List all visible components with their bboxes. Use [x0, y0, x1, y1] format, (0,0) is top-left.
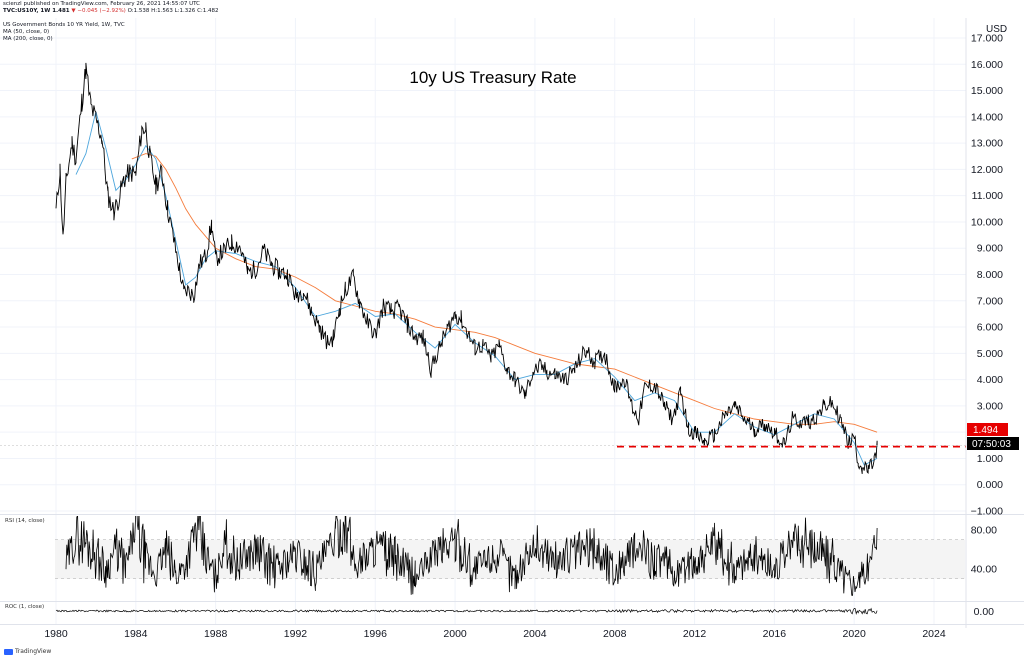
- x-tick-label: 2008: [603, 628, 627, 640]
- rsi-tick-label: 80.00: [971, 525, 997, 537]
- roc-tick-label: 0.00: [974, 606, 995, 618]
- y-tick-label: 5.000: [977, 348, 1003, 360]
- x-tick-label: 1980: [44, 628, 68, 640]
- roc-axis: 0.00: [974, 606, 995, 618]
- x-tick-label: 1984: [124, 628, 148, 640]
- tradingview-logo-icon: [4, 648, 13, 655]
- y-tick-label: 4.000: [977, 374, 1003, 386]
- y-tick-label: 6.000: [977, 322, 1003, 334]
- y-tick-label: 11.000: [972, 190, 1003, 202]
- rsi-line: [65, 516, 878, 596]
- rsi-legend[interactable]: RSI (14, close): [5, 518, 45, 524]
- change-value: ▼ −0.045 (−2.92%): [71, 8, 126, 14]
- high-value: H:1.563: [151, 8, 173, 14]
- open-value: O:1.538: [127, 8, 150, 14]
- y-tick-label: 15.000: [971, 85, 1003, 97]
- symbol-line: TVC:US10Y, 1W 1.481 ▼ −0.045 (−2.92%) O:…: [3, 8, 219, 14]
- y-tick-label: 7.000: [977, 295, 1003, 307]
- close-value: C:1.482: [197, 8, 219, 14]
- rsi-axis: 80.00 40.00: [971, 525, 997, 576]
- last-price-label: 1.494: [973, 425, 998, 436]
- x-tick-label: 2024: [922, 628, 946, 640]
- x-tick-label: 2012: [683, 628, 707, 640]
- price-line: [55, 62, 878, 474]
- last-price-badge: [967, 423, 1008, 436]
- y-tick-label: 8.000: [977, 269, 1003, 281]
- y-tick-label: 17.000: [971, 33, 1003, 45]
- y-tick-label: −1.000: [971, 506, 1004, 518]
- time-axis[interactable]: 1980 1984 1988 1992 1996 2000 2004 2008 2012 2016…: [44, 628, 946, 640]
- x-tick-label: 1996: [364, 628, 388, 640]
- y-tick-label: 9.000: [977, 243, 1003, 255]
- tradingview-watermark: TradingView: [4, 648, 51, 655]
- y-tick-label: 16.000: [971, 59, 1003, 71]
- x-tick-label: 2016: [763, 628, 787, 640]
- publish-line: scienzl published on TradingView.com, Fe…: [3, 1, 200, 7]
- y-tick-label: 10.000: [971, 216, 1003, 228]
- grid: [0, 18, 966, 624]
- y-tick-label: 1.000: [977, 453, 1003, 465]
- countdown-badge: [967, 437, 1019, 450]
- roc-legend[interactable]: ROC (1, close): [5, 604, 45, 610]
- countdown-label: 07:50:03: [972, 439, 1011, 450]
- ma50-line: [75, 111, 878, 466]
- ma200-legend[interactable]: MA (200, close, 0): [3, 36, 53, 42]
- rsi-tick-label: 40.00: [971, 564, 997, 576]
- x-tick-label: 2004: [523, 628, 547, 640]
- roc-line: [55, 607, 878, 615]
- y-tick-label: 13.000: [971, 138, 1003, 150]
- instrument-legend: US Government Bonds 10 YR Yield, 1W, TVC: [3, 22, 125, 28]
- y-tick-label: 12.000: [971, 164, 1003, 176]
- currency-label: USD: [986, 24, 1007, 35]
- y-tick-label: 14.000: [971, 111, 1003, 123]
- chart-title: 10y US Treasury Rate: [409, 68, 576, 87]
- x-tick-label: 1992: [284, 628, 308, 640]
- y-tick-label: 3.000: [977, 400, 1003, 412]
- low-value: L:1.326: [174, 8, 196, 14]
- x-tick-label: 2000: [443, 628, 467, 640]
- y-tick-label: 0.000: [977, 479, 1003, 491]
- x-tick-label: 1988: [204, 628, 228, 640]
- x-tick-label: 2020: [843, 628, 867, 640]
- ma50-legend[interactable]: MA (50, close, 0): [3, 29, 50, 35]
